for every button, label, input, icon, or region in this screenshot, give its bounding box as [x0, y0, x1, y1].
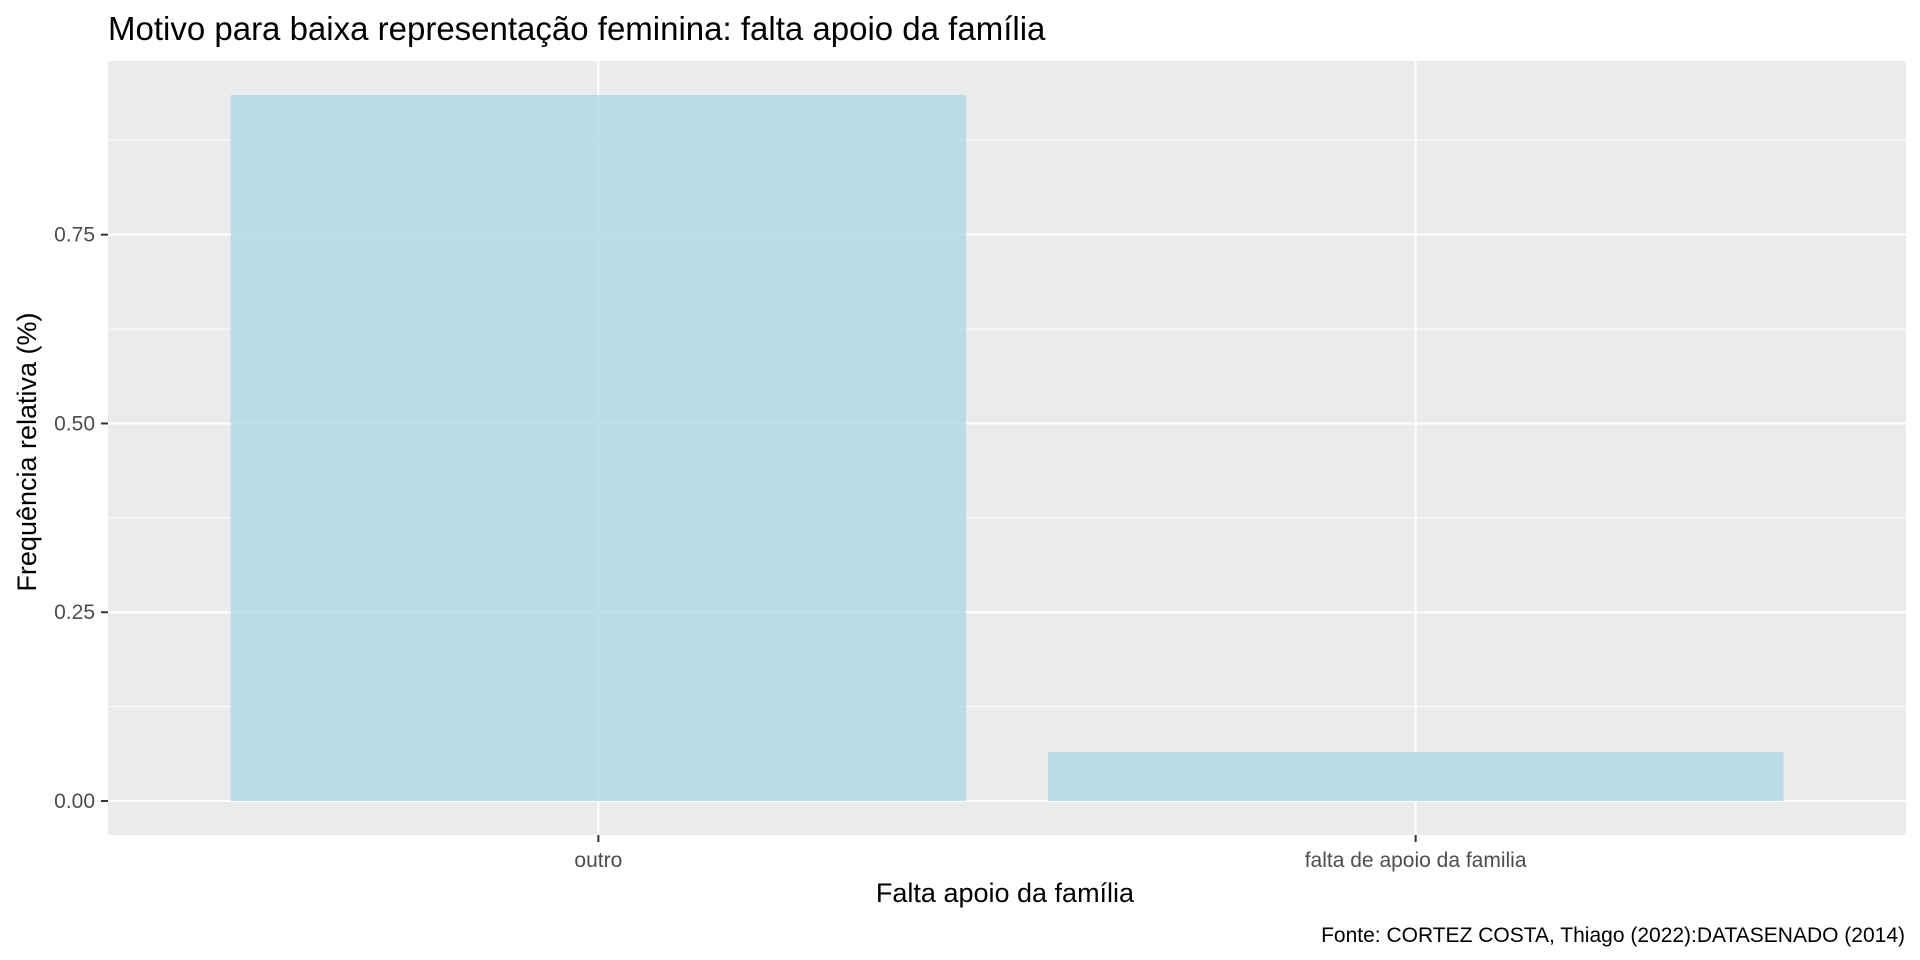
x-axis-title: Falta apoio da família — [876, 878, 1135, 908]
chart-title: Motivo para baixa representação feminina… — [108, 10, 1046, 47]
source-caption: Fonte: CORTEZ COSTA, Thiago (2022):DATAS… — [1321, 924, 1905, 947]
bar — [1047, 751, 1784, 802]
y-axis-title: Frequência relativa (%) — [12, 312, 42, 591]
y-axis: 0.00 0.25 0.50 0.75 — [54, 224, 108, 813]
y-tick-label: 0.50 — [54, 412, 95, 435]
y-tick-label: 0.00 — [54, 790, 95, 813]
x-tick-label: outro — [574, 849, 622, 872]
y-tick-label: 0.25 — [54, 601, 95, 624]
x-tick-label: falta de apoio da familia — [1305, 849, 1527, 872]
y-tick-label: 0.75 — [54, 224, 95, 247]
bar — [230, 94, 967, 802]
x-axis: outro falta de apoio da familia — [574, 835, 1527, 872]
bars — [230, 94, 1784, 802]
